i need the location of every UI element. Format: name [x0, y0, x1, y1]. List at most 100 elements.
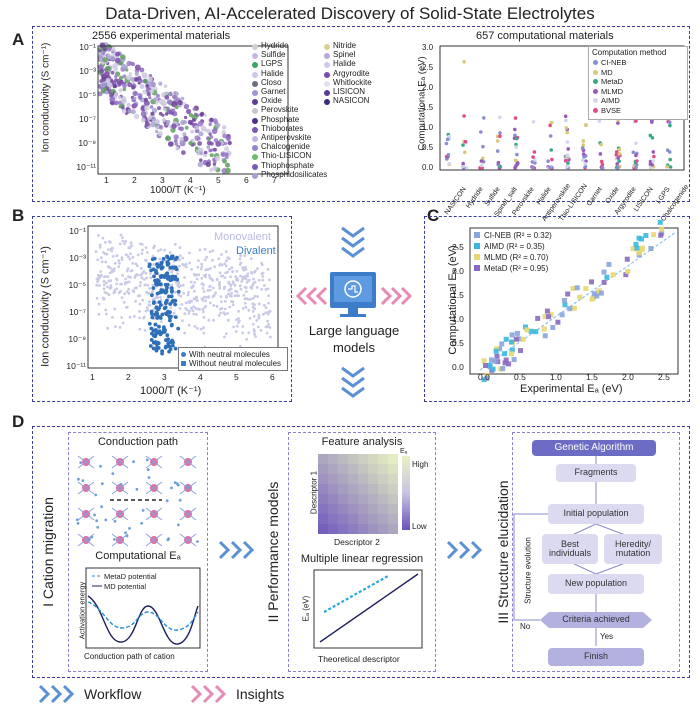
divalent-point — [163, 301, 168, 306]
monovalent-point — [236, 279, 240, 282]
monovalent-point — [244, 286, 248, 289]
monovalent-point — [208, 250, 212, 254]
monovalent-point — [226, 270, 230, 274]
monovalent-point — [98, 284, 101, 287]
monovalent-point — [261, 278, 264, 282]
monovalent-point — [102, 283, 106, 287]
data-point — [182, 101, 186, 106]
monovalent-point — [104, 308, 108, 312]
data-point — [165, 135, 171, 142]
monovalent-point — [215, 304, 219, 308]
monovalent-point — [269, 335, 272, 339]
data-point — [533, 161, 537, 165]
monovalent-point — [184, 262, 188, 266]
divalent-point — [160, 349, 164, 354]
y-tick-label: 10⁻⁹ — [68, 334, 86, 344]
theoretical-descriptor-label: Theoretical descriptor — [318, 654, 400, 664]
data-point — [122, 74, 127, 79]
data-point — [175, 146, 180, 151]
legend-with-neutral: With neutral molecules — [181, 350, 285, 359]
data-point — [141, 117, 146, 123]
data-point — [544, 308, 550, 314]
data-point — [154, 119, 160, 125]
monovalent-point — [145, 306, 149, 310]
data-point — [140, 111, 147, 117]
legend-label: Nitride — [333, 41, 357, 50]
data-point — [98, 49, 102, 53]
divalent-point — [159, 282, 163, 287]
monovalent-point — [212, 304, 216, 307]
divalent-point — [151, 286, 156, 290]
monovalent-point — [214, 291, 218, 295]
divalent-point — [158, 290, 162, 295]
panel-c-legend-item: MLMD (R² = 0.70) — [474, 252, 552, 263]
monovalent-point — [235, 290, 239, 294]
monovalent-point — [199, 327, 203, 331]
heatmap-cell — [348, 514, 358, 524]
data-point — [161, 117, 167, 123]
monovalent-point — [142, 278, 146, 281]
crystal-structure-illustration — [75, 455, 199, 547]
anion-atom — [81, 479, 85, 482]
bond — [111, 507, 129, 521]
monovalent-point — [143, 315, 146, 319]
monovalent-point — [191, 309, 195, 312]
data-point — [600, 162, 605, 167]
insights-legend-label: Insights — [236, 686, 285, 702]
data-point — [147, 76, 153, 83]
anion-atom — [113, 519, 117, 523]
monovalent-point — [219, 295, 223, 298]
y-tick-label: 10⁻¹ — [69, 226, 86, 236]
monovalent-point — [190, 268, 194, 271]
monovalent-point — [134, 300, 137, 303]
monovalent-point — [230, 291, 234, 295]
data-point — [531, 120, 536, 124]
monovalent-point — [106, 326, 109, 330]
monovalent-point — [117, 265, 121, 269]
data-point — [570, 286, 576, 291]
monovalent-point — [260, 272, 264, 276]
data-point — [463, 150, 467, 155]
data-point — [577, 294, 583, 300]
monovalent-point — [109, 284, 113, 287]
anion-atom — [76, 522, 80, 525]
anion-atom — [113, 538, 116, 541]
llm-label-line2: models — [333, 340, 375, 355]
monovalent-point — [229, 275, 233, 279]
divalent-point — [153, 312, 158, 317]
monovalent-point — [146, 251, 149, 254]
monovalent-point — [218, 284, 222, 287]
monovalent-point — [224, 264, 228, 268]
data-point — [194, 125, 199, 130]
data-point — [184, 125, 189, 130]
data-point — [141, 72, 146, 76]
method-legend-item: BVSE — [589, 106, 687, 116]
data-point — [182, 135, 189, 142]
legend-swatch — [324, 80, 330, 87]
monovalent-point — [136, 294, 140, 298]
heatmap-cell — [348, 524, 358, 534]
data-point — [639, 247, 645, 253]
anion-atom — [140, 521, 144, 525]
data-point — [113, 100, 119, 106]
monovalent-point — [100, 273, 103, 277]
monovalent-point — [224, 332, 228, 336]
anion-atom — [135, 487, 139, 491]
data-point — [116, 78, 123, 85]
ga-criteria: Criteria achieved — [540, 612, 652, 628]
monovalent-point — [103, 240, 107, 244]
data-point — [200, 111, 205, 116]
panel-a-xlabel: 1000/T (K⁻¹) — [150, 185, 206, 196]
legend-label: Chalcogenide — [261, 142, 310, 152]
anion-atom — [99, 464, 102, 468]
monovalent-point — [232, 325, 236, 329]
divalent-point — [150, 293, 154, 298]
data-point — [204, 128, 209, 133]
right-y-tick-label: 1.0 — [422, 123, 434, 132]
divalent-point — [155, 316, 160, 320]
monovalent-point — [105, 312, 108, 316]
label-divalent: Divalent — [236, 245, 276, 257]
anion-atom — [186, 485, 189, 489]
data-point — [511, 357, 517, 363]
data-point — [597, 119, 602, 123]
